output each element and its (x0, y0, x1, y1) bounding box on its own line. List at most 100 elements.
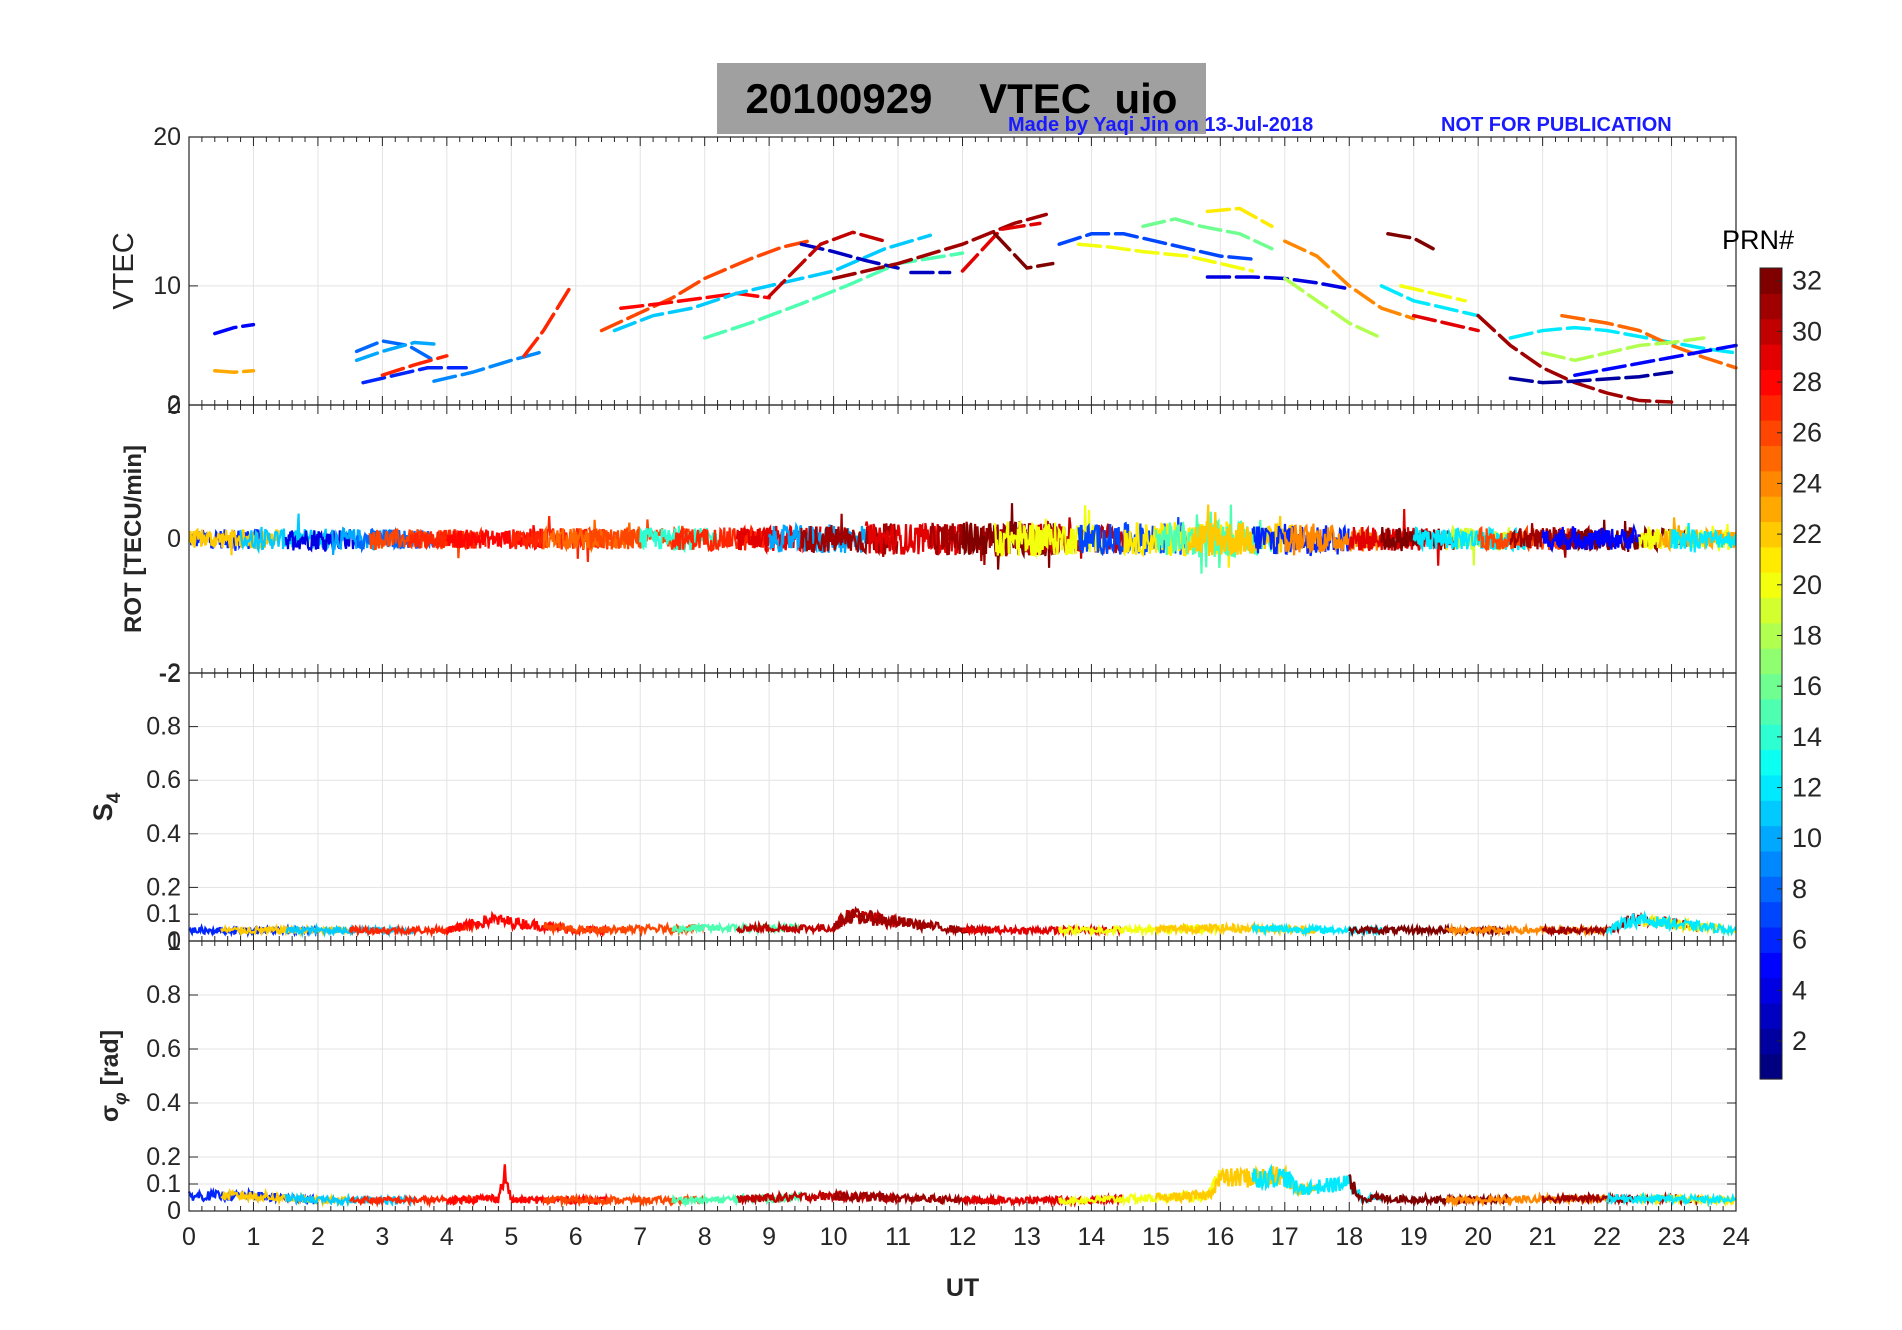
vtec-series-prn-32 (992, 232, 1055, 270)
s4-series-group (188, 906, 1737, 939)
y-tick-label: 0.1 (146, 900, 181, 928)
colorbar-swatch (1760, 673, 1782, 700)
chart-title: 20100929 VTEC uio (717, 63, 1206, 134)
y-tick-label: 0.8 (146, 713, 181, 741)
colorbar-swatch (1760, 825, 1782, 852)
x-tick-label: 17 (1271, 1223, 1299, 1251)
title-station: uio (1114, 74, 1178, 122)
x-tick-label: 24 (1722, 1223, 1750, 1251)
colorbar-tick-label: 6 (1792, 925, 1807, 955)
vtec-series-prn-26 (599, 239, 810, 333)
vtec-series-prn-9 (432, 349, 546, 383)
colorbar-swatch (1760, 268, 1782, 294)
vtec-series-prn-27 (522, 287, 572, 358)
sigma-phi-series-prn-12 (1606, 1191, 1737, 1208)
colorbar-swatch (1760, 597, 1782, 624)
vtec-series-prn-18 (1540, 336, 1706, 363)
x-tick-label: 19 (1400, 1223, 1428, 1251)
colorbar-swatch (1760, 977, 1782, 1004)
colorbar-swatch (1760, 648, 1782, 675)
y-tick-label: 2 (167, 391, 181, 419)
y-tick-label-overlap: 1 (167, 928, 181, 956)
vtec-series-prn-29 (960, 221, 1042, 273)
colorbar-swatch (1760, 901, 1782, 928)
vtec-series-prn-2 (1508, 370, 1674, 385)
y-tick-label: 0 (167, 1197, 181, 1225)
vtec-series-prn-10 (354, 340, 436, 363)
vtec-series-prn-21 (1205, 206, 1274, 229)
y-axis-label-vtec: VTEC (108, 232, 140, 309)
s4-series-prn-22 (1154, 920, 1317, 938)
x-tick-label: 12 (949, 1223, 977, 1251)
sigma-phi-series-prn-20 (1058, 1169, 1221, 1208)
y-tick-label-overlap: -2 (159, 660, 181, 688)
vtec-series-prn-12 (1508, 325, 1738, 355)
vtec-series-prn-18 (1283, 276, 1384, 340)
x-tick-label: 9 (762, 1223, 776, 1251)
credit-text: Made by Yaqi Jin on 13-Jul-2018 (1008, 114, 1314, 136)
rot-series-group: -2 (159, 503, 1737, 688)
colorbar-swatch (1760, 698, 1782, 725)
not-for-publication-notice: NOT FOR PUBLICATION (1441, 114, 1672, 136)
colorbar-tick-label: 4 (1792, 975, 1807, 1005)
x-tick-label: 18 (1335, 1223, 1363, 1251)
s4-series-prn-30 (735, 908, 899, 936)
y-axis-label-rot: ROT [TECU/min] (120, 445, 147, 633)
vtec-series-prn-6 (361, 366, 468, 385)
x-tick-label: 14 (1078, 1223, 1106, 1251)
colorbar-tick-label: 24 (1792, 468, 1822, 498)
vtec-series-prn-8 (354, 339, 436, 363)
panel-frame-4 (188, 940, 1737, 1212)
colorbar-tick-label: 2 (1792, 1026, 1807, 1056)
x-tick-label: 3 (375, 1223, 389, 1251)
colorbar-tick-label: 22 (1792, 519, 1822, 549)
colorbar-tick-label: 12 (1792, 773, 1822, 803)
y-axis-label-s4: S4 (88, 792, 125, 821)
x-tick-label: 15 (1142, 1223, 1170, 1251)
x-tick-label: 23 (1658, 1223, 1686, 1251)
vtec-series-prn-20 (1076, 242, 1255, 273)
colorbar-swatch (1760, 344, 1782, 370)
x-tick-label: 16 (1206, 1223, 1234, 1251)
colorbar-swatch (1760, 876, 1782, 903)
vtec-series-prn-5 (1573, 343, 1738, 377)
y-tick-label: 10 (153, 272, 181, 300)
y-axis-label-sigma-phi: σφ [rad] (96, 1030, 130, 1122)
rot-series-prn-22 (187, 527, 280, 556)
colorbar-swatch (1760, 369, 1782, 396)
x-tick-label: 21 (1529, 1223, 1557, 1251)
colorbar-swatch (1760, 1028, 1782, 1055)
vtec-series-prn-12 (1379, 284, 1480, 318)
x-axis-label: UT (946, 1274, 979, 1302)
colorbar-swatch (1760, 926, 1782, 953)
x-tick-label: 10 (820, 1223, 848, 1251)
vtec-series-prn-30 (767, 230, 887, 299)
colorbar-tick-label: 10 (1792, 823, 1822, 853)
sigma-phi-series-prn-15 (671, 1191, 803, 1208)
y-tick-label: 20 (153, 123, 181, 151)
vtec-series-prn-31 (831, 212, 1049, 281)
colorbar-swatch (1760, 800, 1782, 827)
vtec-series-prn-11 (612, 233, 933, 333)
sigma-phi-series-group (187, 1163, 1737, 1209)
y-tick-label: 0 (167, 525, 181, 553)
y-tick-label: 0.4 (146, 1089, 181, 1117)
x-tick-label: 11 (885, 1223, 911, 1251)
y-tick-label: 0 (167, 927, 181, 955)
y-tick-label: 2 (167, 391, 181, 419)
s4-series-prn-26 (542, 921, 706, 938)
y-tick-label-overlap: 0 (167, 392, 181, 420)
y-tick-label: -2 (159, 659, 181, 687)
x-tick-label: 20 (1464, 1223, 1492, 1251)
y-tick-label: 0.4 (146, 820, 181, 848)
colorbar-swatch (1760, 774, 1782, 801)
vtec-series-prn-28 (619, 291, 771, 310)
rot-series-prn-20 (993, 505, 1105, 559)
x-tick-label: 5 (504, 1223, 518, 1251)
colorbar-tick-label: 16 (1792, 671, 1822, 701)
colorbar-swatch (1760, 293, 1782, 320)
colorbar-swatch (1760, 496, 1782, 523)
colorbar-swatch (1760, 470, 1782, 497)
vtec-series-prn-27 (380, 354, 449, 377)
